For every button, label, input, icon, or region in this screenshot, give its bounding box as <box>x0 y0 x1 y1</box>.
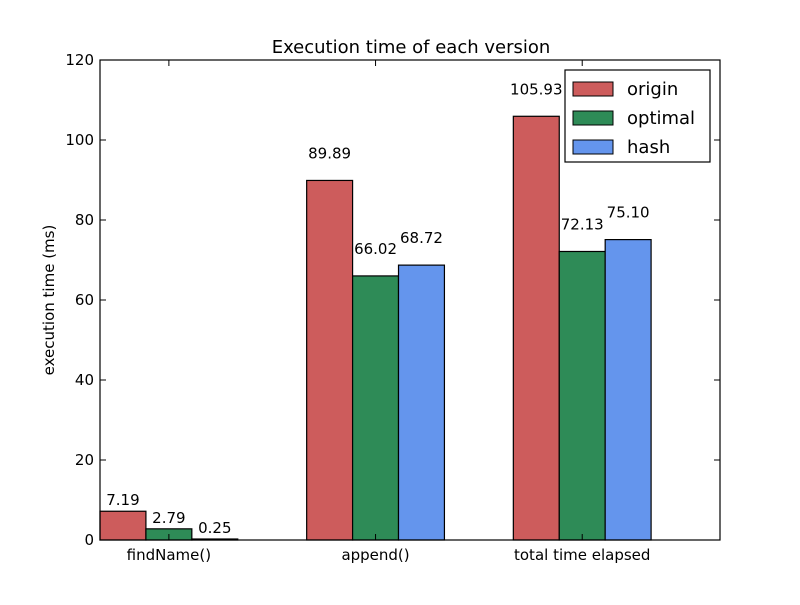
y-tick-label-2: 40 <box>75 371 94 389</box>
y-tick-label-1: 20 <box>75 451 94 469</box>
value-label-optimal-1: 66.02 <box>354 240 397 258</box>
legend-label-optimal: optimal <box>627 108 695 129</box>
x-tick-label-2: total time elapsed <box>514 546 650 564</box>
x-tick-label-0: findName() <box>127 546 211 564</box>
bar-optimal-1 <box>351 275 400 541</box>
value-label-hash-1: 68.72 <box>400 229 443 247</box>
value-label-hash-2: 75.10 <box>607 204 650 222</box>
legend-swatch-optimal <box>572 110 614 126</box>
y-tick-label-4: 80 <box>75 211 94 229</box>
legend-label-hash: hash <box>627 137 670 158</box>
bar-optimal-2 <box>558 250 606 541</box>
legend-label-origin: origin <box>627 79 678 100</box>
value-label-optimal-0: 2.79 <box>152 509 185 527</box>
chart-title: Execution time of each version <box>272 37 551 58</box>
y-tick-label-6: 120 <box>65 51 94 69</box>
legend-swatch-hash <box>572 139 614 155</box>
x-tick-label-1: append() <box>341 546 409 564</box>
y-axis-label: execution time (ms) <box>40 225 58 376</box>
bar-origin-1 <box>306 179 354 541</box>
value-label-origin-2: 105.93 <box>510 80 563 98</box>
axes-layer: findName() append() total time elapsed 0 20 4… <box>65 51 721 564</box>
bar-origin-2 <box>512 115 560 541</box>
value-label-origin-0: 7.19 <box>106 491 139 509</box>
legend-swatch-origin <box>572 81 614 97</box>
bar-origin-0 <box>99 510 147 541</box>
value-label-optimal-2: 72.13 <box>561 215 604 233</box>
bars-layer <box>99 115 652 541</box>
value-label-origin-1: 89.89 <box>308 144 351 162</box>
value-label-hash-0: 0.25 <box>198 519 231 537</box>
legend: origin optimal hash <box>564 69 711 163</box>
bar-hash-2 <box>604 239 652 541</box>
y-tick-label-3: 60 <box>75 291 94 309</box>
bar-hash-1 <box>397 264 446 541</box>
y-tick-label-0: 0 <box>84 531 94 549</box>
plot-frame <box>99 59 721 541</box>
y-tick-label-5: 100 <box>65 131 94 149</box>
